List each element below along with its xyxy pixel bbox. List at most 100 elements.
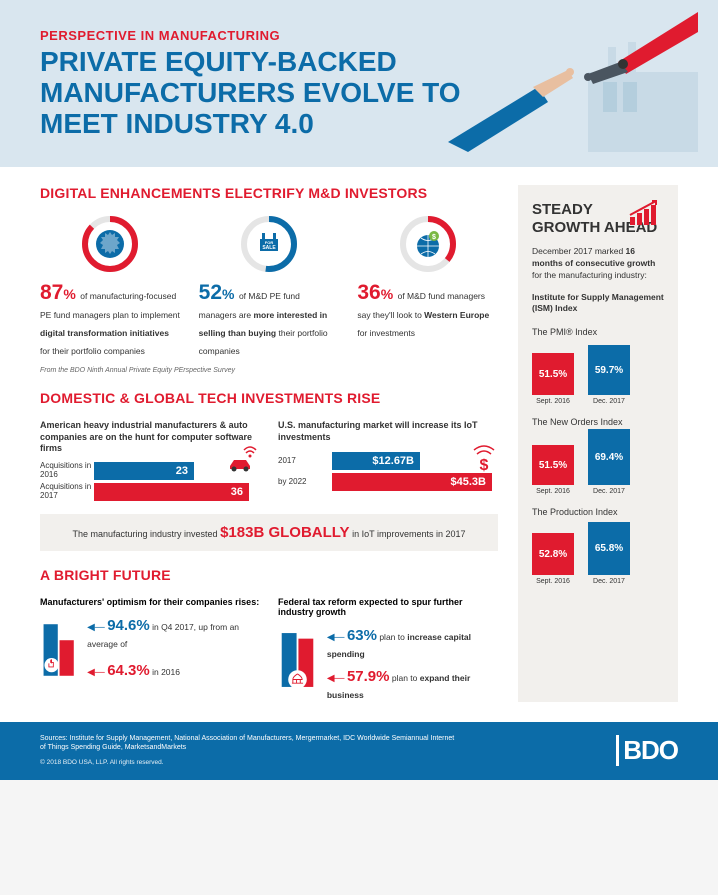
callout-big: $183B GLOBALLY — [220, 524, 350, 541]
index-bars: 51.5% Sept. 2016 69.4% Dec. 2017 — [532, 433, 664, 495]
tax-pct-1: 63% — [347, 627, 377, 644]
svg-text:SALE: SALE — [262, 245, 276, 251]
index-name: The PMI® Index — [532, 327, 664, 337]
tax-bars-icon — [278, 625, 319, 695]
bar-value: $12.67B — [332, 452, 420, 470]
bar-label: Acquisitions in 2016 — [40, 462, 94, 480]
sidebar-intro: December 2017 marked 16 months of consec… — [532, 246, 664, 282]
eyebrow-pe: PE — [40, 28, 58, 43]
opt-pct-2: 64.3% — [107, 662, 150, 679]
index-bars: 52.8% Sept. 2016 65.8% Dec. 2017 — [532, 523, 664, 585]
tech-col-1: American heavy industrial manufacturers … — [40, 420, 260, 504]
index-bar-b-value: 69.4% — [588, 429, 630, 485]
future-col-2: Federal tax reform expected to spur furt… — [278, 597, 498, 702]
callout-pre: The manufacturing industry invested — [72, 529, 217, 539]
bar-label: 2017 — [278, 457, 332, 466]
stat-value: 52% of M&D PE fund managers are more int… — [199, 281, 340, 359]
bar-row: by 2022 $45.3B — [278, 473, 498, 491]
index-block: The PMI® Index 51.5% Sept. 2016 59.7% De… — [532, 327, 664, 405]
sidebar-intro-post: for the manufacturing industry: — [532, 270, 647, 280]
content-area: DIGITAL ENHANCEMENTS ELECTRIFY M&D INVES… — [0, 167, 718, 721]
opt-rest-2: in 2016 — [150, 667, 180, 677]
opt-pct-1: 94.6% — [107, 617, 150, 634]
bdo-logo: BDO — [616, 735, 678, 766]
index-bar-a-caption: Sept. 2016 — [536, 488, 570, 495]
growth-chart-icon — [628, 199, 664, 227]
tech-col2-head: U.S. manufacturing market will increase … — [278, 420, 498, 444]
sidebar-indexes: The PMI® Index 51.5% Sept. 2016 59.7% De… — [532, 327, 664, 585]
sidebar: STEADY GROWTH AHEAD December 2017 marked… — [518, 185, 678, 701]
stat-row: 87% of manufacturing-focused PE fund man… — [40, 215, 498, 359]
index-bar-a-caption: Sept. 2016 — [536, 398, 570, 405]
section1-title: DIGITAL ENHANCEMENTS ELECTRIFY M&D INVES… — [40, 185, 498, 201]
section3: A BRIGHT FUTURE Manufacturers' optimism … — [40, 567, 498, 702]
section3-title: A BRIGHT FUTURE — [40, 567, 498, 583]
future-col2-head: Federal tax reform expected to spur furt… — [278, 597, 498, 617]
callout-post: in IoT improvements in 2017 — [352, 529, 465, 539]
index-bar-b: 59.7% Dec. 2017 — [588, 345, 630, 405]
future-col2-text: ◀— 63% plan to increase capital spending… — [327, 625, 498, 702]
dollar-wifi-icon: $ — [470, 444, 498, 472]
index-bar-a: 52.8% Sept. 2016 — [532, 533, 574, 585]
hero-title: PRIVATE EQUITY-BACKED MANUFACTURERS EVOL… — [40, 47, 480, 139]
svg-text:$: $ — [480, 457, 489, 472]
future-col2-body: ◀— 63% plan to increase capital spending… — [278, 625, 498, 702]
index-bar-b: 69.4% Dec. 2017 — [588, 429, 630, 495]
index-block: The Production Index 52.8% Sept. 2016 65… — [532, 507, 664, 585]
stat-value: 36% of M&D fund managers say they'll loo… — [357, 281, 498, 341]
index-name: The Production Index — [532, 507, 664, 517]
index-bar-b-value: 59.7% — [588, 345, 630, 395]
index-bar-b-caption: Dec. 2017 — [593, 578, 625, 585]
index-bar-a-value: 52.8% — [532, 533, 574, 575]
section1-source: From the BDO Ninth Annual Private Equity… — [40, 367, 498, 374]
infographic-page: PERSPECTIVE IN MANUFACTURING PRIVATE EQU… — [0, 0, 718, 780]
bar-value: 23 — [94, 462, 194, 480]
stat-ring — [81, 215, 139, 273]
index-bar-a-caption: Sept. 2016 — [536, 578, 570, 585]
index-bar-b-caption: Dec. 2017 — [593, 398, 625, 405]
stat-item: 87% of manufacturing-focused PE fund man… — [40, 215, 181, 359]
index-bar-a-value: 51.5% — [532, 445, 574, 485]
sidebar-source: Institute for Supply Management (ISM) In… — [532, 292, 664, 316]
future-col1-text: ◀— 94.6% in Q4 2017, up from an average … — [87, 615, 260, 683]
bar-row: Acquisitions in 2017 36 — [40, 483, 260, 501]
stat-ring: FORSALE — [240, 215, 298, 273]
bar-value: 36 — [94, 483, 249, 501]
footer-copyright: © 2018 BDO USA, LLP. All rights reserved… — [40, 759, 460, 766]
main-column: DIGITAL ENHANCEMENTS ELECTRIFY M&D INVES… — [40, 185, 498, 701]
tax-pct-2: 57.9% — [347, 668, 390, 685]
iot-callout: The manufacturing industry invested $183… — [40, 514, 498, 551]
bar-label: by 2022 — [278, 478, 332, 487]
index-block: The New Orders Index 51.5% Sept. 2016 69… — [532, 417, 664, 495]
index-bar-a-value: 51.5% — [532, 353, 574, 395]
index-name: The New Orders Index — [532, 417, 664, 427]
bar-label: Acquisitions in 2017 — [40, 483, 94, 501]
tech-columns: American heavy industrial manufacturers … — [40, 420, 498, 504]
tech-col2-bars: 2017 $12.67Bby 2022 $45.3B — [278, 452, 498, 491]
footer-sources: Sources: Institute for Supply Management… — [40, 734, 460, 754]
stat-item: FORSALE 52% of M&D PE fund managers are … — [199, 215, 340, 359]
hero-hands-illustration — [448, 12, 698, 152]
tech-col-2: U.S. manufacturing market will increase … — [278, 420, 498, 504]
index-bars: 51.5% Sept. 2016 59.7% Dec. 2017 — [532, 343, 664, 405]
footer: Sources: Institute for Supply Management… — [0, 722, 718, 781]
stat-item: $ 36% of M&D fund managers say they'll l… — [357, 215, 498, 359]
index-bar-a: 51.5% Sept. 2016 — [532, 445, 574, 495]
section2-title: DOMESTIC & GLOBAL TECH INVESTMENTS RISE — [40, 390, 498, 406]
future-columns: Manufacturers' optimism for their compan… — [40, 597, 498, 702]
index-bar-b-value: 65.8% — [588, 522, 630, 575]
future-col1-body: ◀— 94.6% in Q4 2017, up from an average … — [40, 615, 260, 685]
future-col-1: Manufacturers' optimism for their compan… — [40, 597, 260, 702]
sidebar-intro-pre: December 2017 marked — [532, 246, 626, 256]
section2: DOMESTIC & GLOBAL TECH INVESTMENTS RISE … — [40, 390, 498, 551]
index-bar-b-caption: Dec. 2017 — [593, 488, 625, 495]
eyebrow-rest: RSPECTIVE IN MANUFACTURING — [58, 28, 280, 43]
bar-value: $45.3B — [332, 473, 492, 491]
hero-banner: PERSPECTIVE IN MANUFACTURING PRIVATE EQU… — [0, 0, 718, 167]
bar-row: 2017 $12.67B — [278, 452, 498, 470]
stat-value: 87% of manufacturing-focused PE fund man… — [40, 281, 181, 359]
car-wifi-icon — [226, 444, 260, 472]
svg-text:$: $ — [432, 234, 436, 241]
index-bar-b: 65.8% Dec. 2017 — [588, 522, 630, 585]
future-col1-head: Manufacturers' optimism for their compan… — [40, 597, 260, 607]
